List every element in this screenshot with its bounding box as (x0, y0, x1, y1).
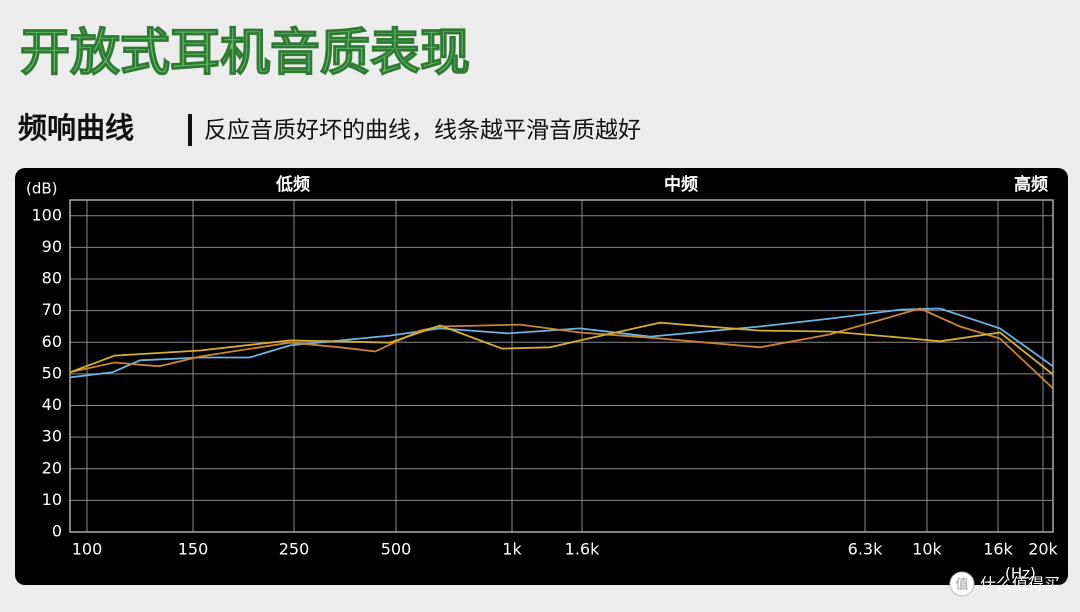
x-tick-label: 1k (502, 540, 522, 559)
x-tick-label: 20k (1028, 540, 1058, 559)
x-tick-label: 10k (912, 540, 942, 559)
band-label: 低频 (275, 174, 310, 195)
subtitle-bold: 频响曲线 (18, 111, 134, 145)
y-tick-label: 10 (42, 490, 62, 509)
y-tick-label: 90 (42, 237, 62, 256)
watermark-text: 什么值得买 (980, 575, 1060, 594)
y-tick-label: 70 (42, 300, 62, 319)
x-tick-label: 500 (381, 540, 412, 559)
series-line (69, 307, 1054, 379)
x-tick-label: 16k (983, 540, 1013, 559)
x-tick-label: 100 (72, 540, 103, 559)
x-tick-label: 150 (178, 540, 209, 559)
x-tick-label: 6.3k (848, 540, 883, 559)
y-tick-label: 40 (42, 395, 62, 414)
subtitle: 反应音质好坏的曲线，线条越平滑音质越好 (204, 118, 641, 144)
plot: 低频 中频 高频 (dB) (Hz) 0 10 20 30 40 50 60 70 80 90 100 100 1… (26, 174, 1059, 583)
band-label: 高频 (1014, 174, 1048, 195)
x-tick-label: 250 (279, 540, 310, 559)
y-tick-label: 50 (42, 363, 62, 382)
y-tick-label: 20 (42, 458, 62, 477)
y-tick-label: 60 (42, 332, 62, 351)
y-tick-label: 30 (42, 427, 62, 446)
y-tick-label: 80 (42, 269, 62, 288)
x-tick-label: 1.6k (565, 540, 600, 559)
y-tick-label: 0 (52, 522, 62, 541)
y-unit: (dB) (26, 180, 58, 198)
y-tick-label: 100 (31, 205, 62, 224)
separator (188, 114, 192, 146)
watermark-logo (949, 571, 975, 597)
band-label: 中频 (664, 174, 698, 195)
watermark-icon: 值 (955, 577, 968, 593)
title: 开放式耳机音质表现 (20, 24, 470, 82)
series-line (69, 307, 1054, 390)
x-unit: (Hz) (1005, 565, 1036, 583)
chart-panel (15, 168, 1068, 585)
series-line (69, 321, 1054, 376)
